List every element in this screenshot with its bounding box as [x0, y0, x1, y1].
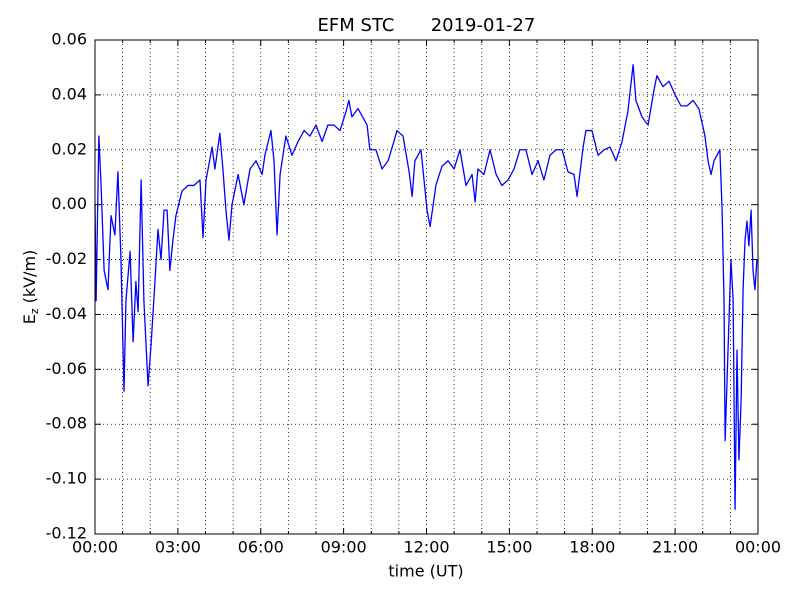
- ticks: -0.12 -0.10 -0.08 -0.06 -0.04 -0.02 0.00 0.02 0.…: [46, 30, 781, 557]
- y-tick-label: -0.10: [46, 469, 87, 488]
- x-axis-label: time (UT): [388, 562, 463, 581]
- y-tick-label: 0.06: [51, 30, 87, 49]
- x-tick-label: 00:00: [735, 538, 781, 557]
- grid: [94, 39, 759, 535]
- y-tick-label: -0.04: [46, 304, 87, 323]
- plot: [94, 64, 758, 510]
- y-tick-label: 0.04: [51, 84, 87, 103]
- y-tick-label: 0.02: [51, 139, 87, 158]
- axes-frame: [94, 39, 759, 535]
- y-tick-label: -0.06: [46, 359, 87, 378]
- x-tick-label: 06:00: [238, 538, 284, 557]
- y-tick-label: -0.08: [46, 414, 87, 433]
- chart-title: EFM STC: [318, 15, 395, 36]
- y-label-unit: (kV/m): [20, 250, 39, 304]
- x-tick-label: 18:00: [569, 538, 615, 557]
- chart-subtitle: 2019-01-27: [431, 15, 536, 36]
- y-tick-label: 0.00: [51, 194, 87, 213]
- y-axis-label: Ez (kV/m): [20, 250, 42, 325]
- y-tick-label: -0.02: [46, 249, 87, 268]
- x-tick-label: 03:00: [155, 538, 201, 557]
- y-label-symbol: E: [20, 314, 39, 324]
- x-tick-label: 15:00: [486, 538, 532, 557]
- y-tick-label: -0.12: [46, 524, 87, 543]
- x-tick-label: 09:00: [321, 538, 367, 557]
- x-tick-label: 21:00: [652, 538, 698, 557]
- data-line: [94, 64, 758, 510]
- x-tick-label: 00:00: [72, 538, 118, 557]
- y-label-subscript: z: [28, 308, 41, 314]
- x-tick-label: 12:00: [403, 538, 449, 557]
